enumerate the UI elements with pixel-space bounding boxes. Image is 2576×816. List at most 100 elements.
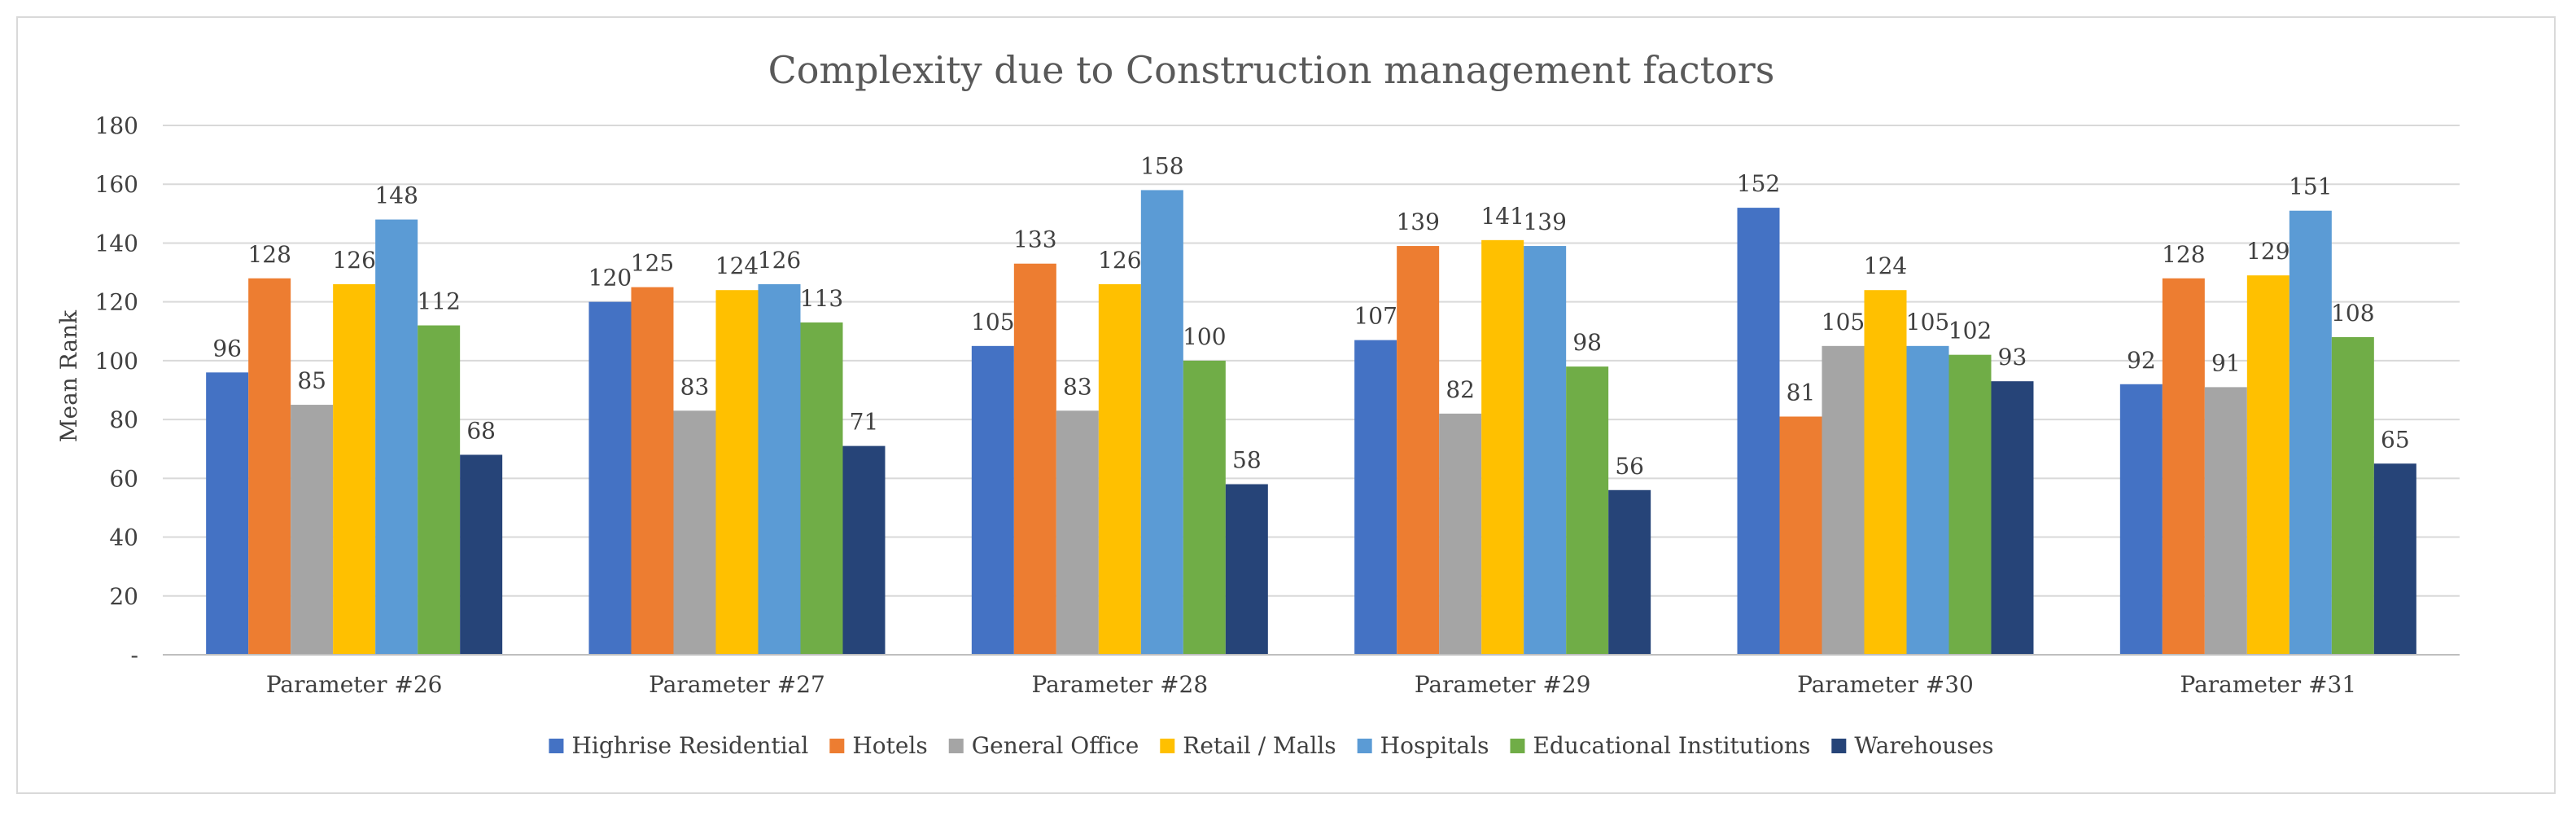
- legend-label: Retail / Malls: [1183, 732, 1336, 759]
- bar: [1906, 345, 1949, 655]
- bar: [1822, 345, 1865, 655]
- data-label: 129: [2246, 238, 2290, 265]
- data-label: 141: [1480, 203, 1524, 230]
- bar: [1354, 340, 1397, 655]
- bar: [1524, 246, 1567, 655]
- bar: [1481, 239, 1524, 655]
- data-label: 102: [1948, 318, 1992, 344]
- legend-swatch: [1160, 739, 1175, 753]
- bar: [248, 278, 291, 655]
- legend-label: Hotels: [852, 732, 927, 759]
- data-label: 56: [1615, 453, 1644, 480]
- data-label: 126: [1098, 247, 1141, 274]
- y-tick-label: 140: [95, 230, 138, 257]
- bar: [2289, 210, 2332, 655]
- y-tick-label: 60: [109, 465, 138, 492]
- legend-label: General Office: [972, 732, 1139, 759]
- data-label: 105: [971, 309, 1014, 336]
- bar: [206, 372, 249, 655]
- bar: [1948, 354, 1992, 655]
- gridlines: [163, 125, 2460, 597]
- legend-swatch: [1510, 739, 1525, 753]
- data-label: 124: [1864, 252, 1907, 279]
- legend-label: Hospitals: [1380, 732, 1489, 759]
- bar: [1439, 413, 1482, 655]
- bar: [1397, 246, 1440, 655]
- bar: [673, 410, 716, 655]
- bar: [333, 284, 376, 655]
- data-label: 58: [1232, 447, 1262, 474]
- legend-swatch: [829, 739, 845, 753]
- legend-label: Highrise Residential: [571, 732, 808, 759]
- bar: [758, 284, 801, 655]
- data-label: 113: [800, 285, 843, 312]
- bar: [971, 345, 1014, 655]
- data-label: 151: [2289, 173, 2332, 200]
- legend-swatch: [1357, 739, 1372, 753]
- data-label: 105: [1906, 309, 1949, 336]
- bar: [1183, 360, 1226, 655]
- y-tick-label: -: [131, 642, 138, 669]
- legend-swatch: [948, 739, 964, 753]
- bar: [1056, 410, 1099, 655]
- bar: [1098, 284, 1141, 655]
- bar: [842, 445, 886, 655]
- bar: [1225, 484, 1268, 655]
- data-label: 108: [2331, 300, 2374, 327]
- bar: [1566, 366, 1609, 655]
- data-label: 92: [2127, 347, 2156, 374]
- data-label: 158: [1140, 152, 1183, 179]
- x-tick-label: Parameter #29: [1415, 671, 1591, 698]
- data-label: 128: [2162, 241, 2205, 268]
- data-label: 91: [2211, 349, 2241, 376]
- bar: [2204, 387, 2247, 655]
- bar: [418, 325, 461, 655]
- x-tick-label: Parameter #28: [1031, 671, 1208, 698]
- data-label: 85: [297, 367, 326, 394]
- data-label: 93: [1998, 344, 2027, 371]
- legend-swatch: [549, 739, 564, 753]
- data-label: 71: [850, 409, 879, 436]
- bar: [1779, 416, 1822, 655]
- data-label: 120: [588, 265, 632, 292]
- data-label: 105: [1822, 309, 1865, 336]
- data-label: 124: [715, 252, 759, 279]
- data-label: 68: [466, 417, 496, 444]
- chart-frame: Complexity due to Construction managemen…: [16, 16, 2556, 794]
- bar: [800, 322, 843, 655]
- chart-title: Complexity due to Construction managemen…: [768, 48, 1775, 92]
- bar: [1140, 190, 1183, 655]
- y-axis-label: Mean Rank: [55, 309, 82, 442]
- chart-svg: Complexity due to Construction managemen…: [55, 48, 2460, 759]
- y-tick-label: 80: [109, 406, 138, 433]
- bar: [631, 287, 674, 655]
- bar: [2119, 384, 2163, 655]
- y-tick-label: 180: [95, 112, 138, 139]
- data-label: 139: [1396, 208, 1439, 235]
- data-label: 83: [1063, 373, 1092, 400]
- data-label: 125: [631, 250, 674, 277]
- data-labels: 9612885126148112681201258312412611371105…: [212, 152, 2409, 479]
- bar: [460, 454, 503, 655]
- bar: [1013, 263, 1056, 655]
- bar: [715, 290, 759, 655]
- y-tick-label: 40: [109, 524, 138, 551]
- data-label: 82: [1445, 376, 1475, 403]
- data-label: 126: [332, 247, 375, 274]
- x-tick-label: Parameter #26: [266, 671, 443, 698]
- x-tick-label: Parameter #27: [649, 671, 825, 698]
- bar: [1608, 489, 1651, 655]
- data-label: 100: [1183, 323, 1226, 350]
- y-tick-label: 120: [95, 289, 138, 316]
- bar: [375, 219, 418, 655]
- bar: [2373, 463, 2416, 655]
- bar: [2162, 278, 2205, 655]
- data-label: 96: [212, 335, 242, 362]
- legend-label: Warehouses: [1854, 732, 1993, 759]
- data-label: 83: [680, 373, 710, 400]
- data-label: 139: [1523, 208, 1566, 235]
- data-label: 65: [2381, 426, 2410, 453]
- bar: [1991, 381, 2034, 655]
- bar: [291, 405, 334, 655]
- data-label: 81: [1787, 379, 1816, 406]
